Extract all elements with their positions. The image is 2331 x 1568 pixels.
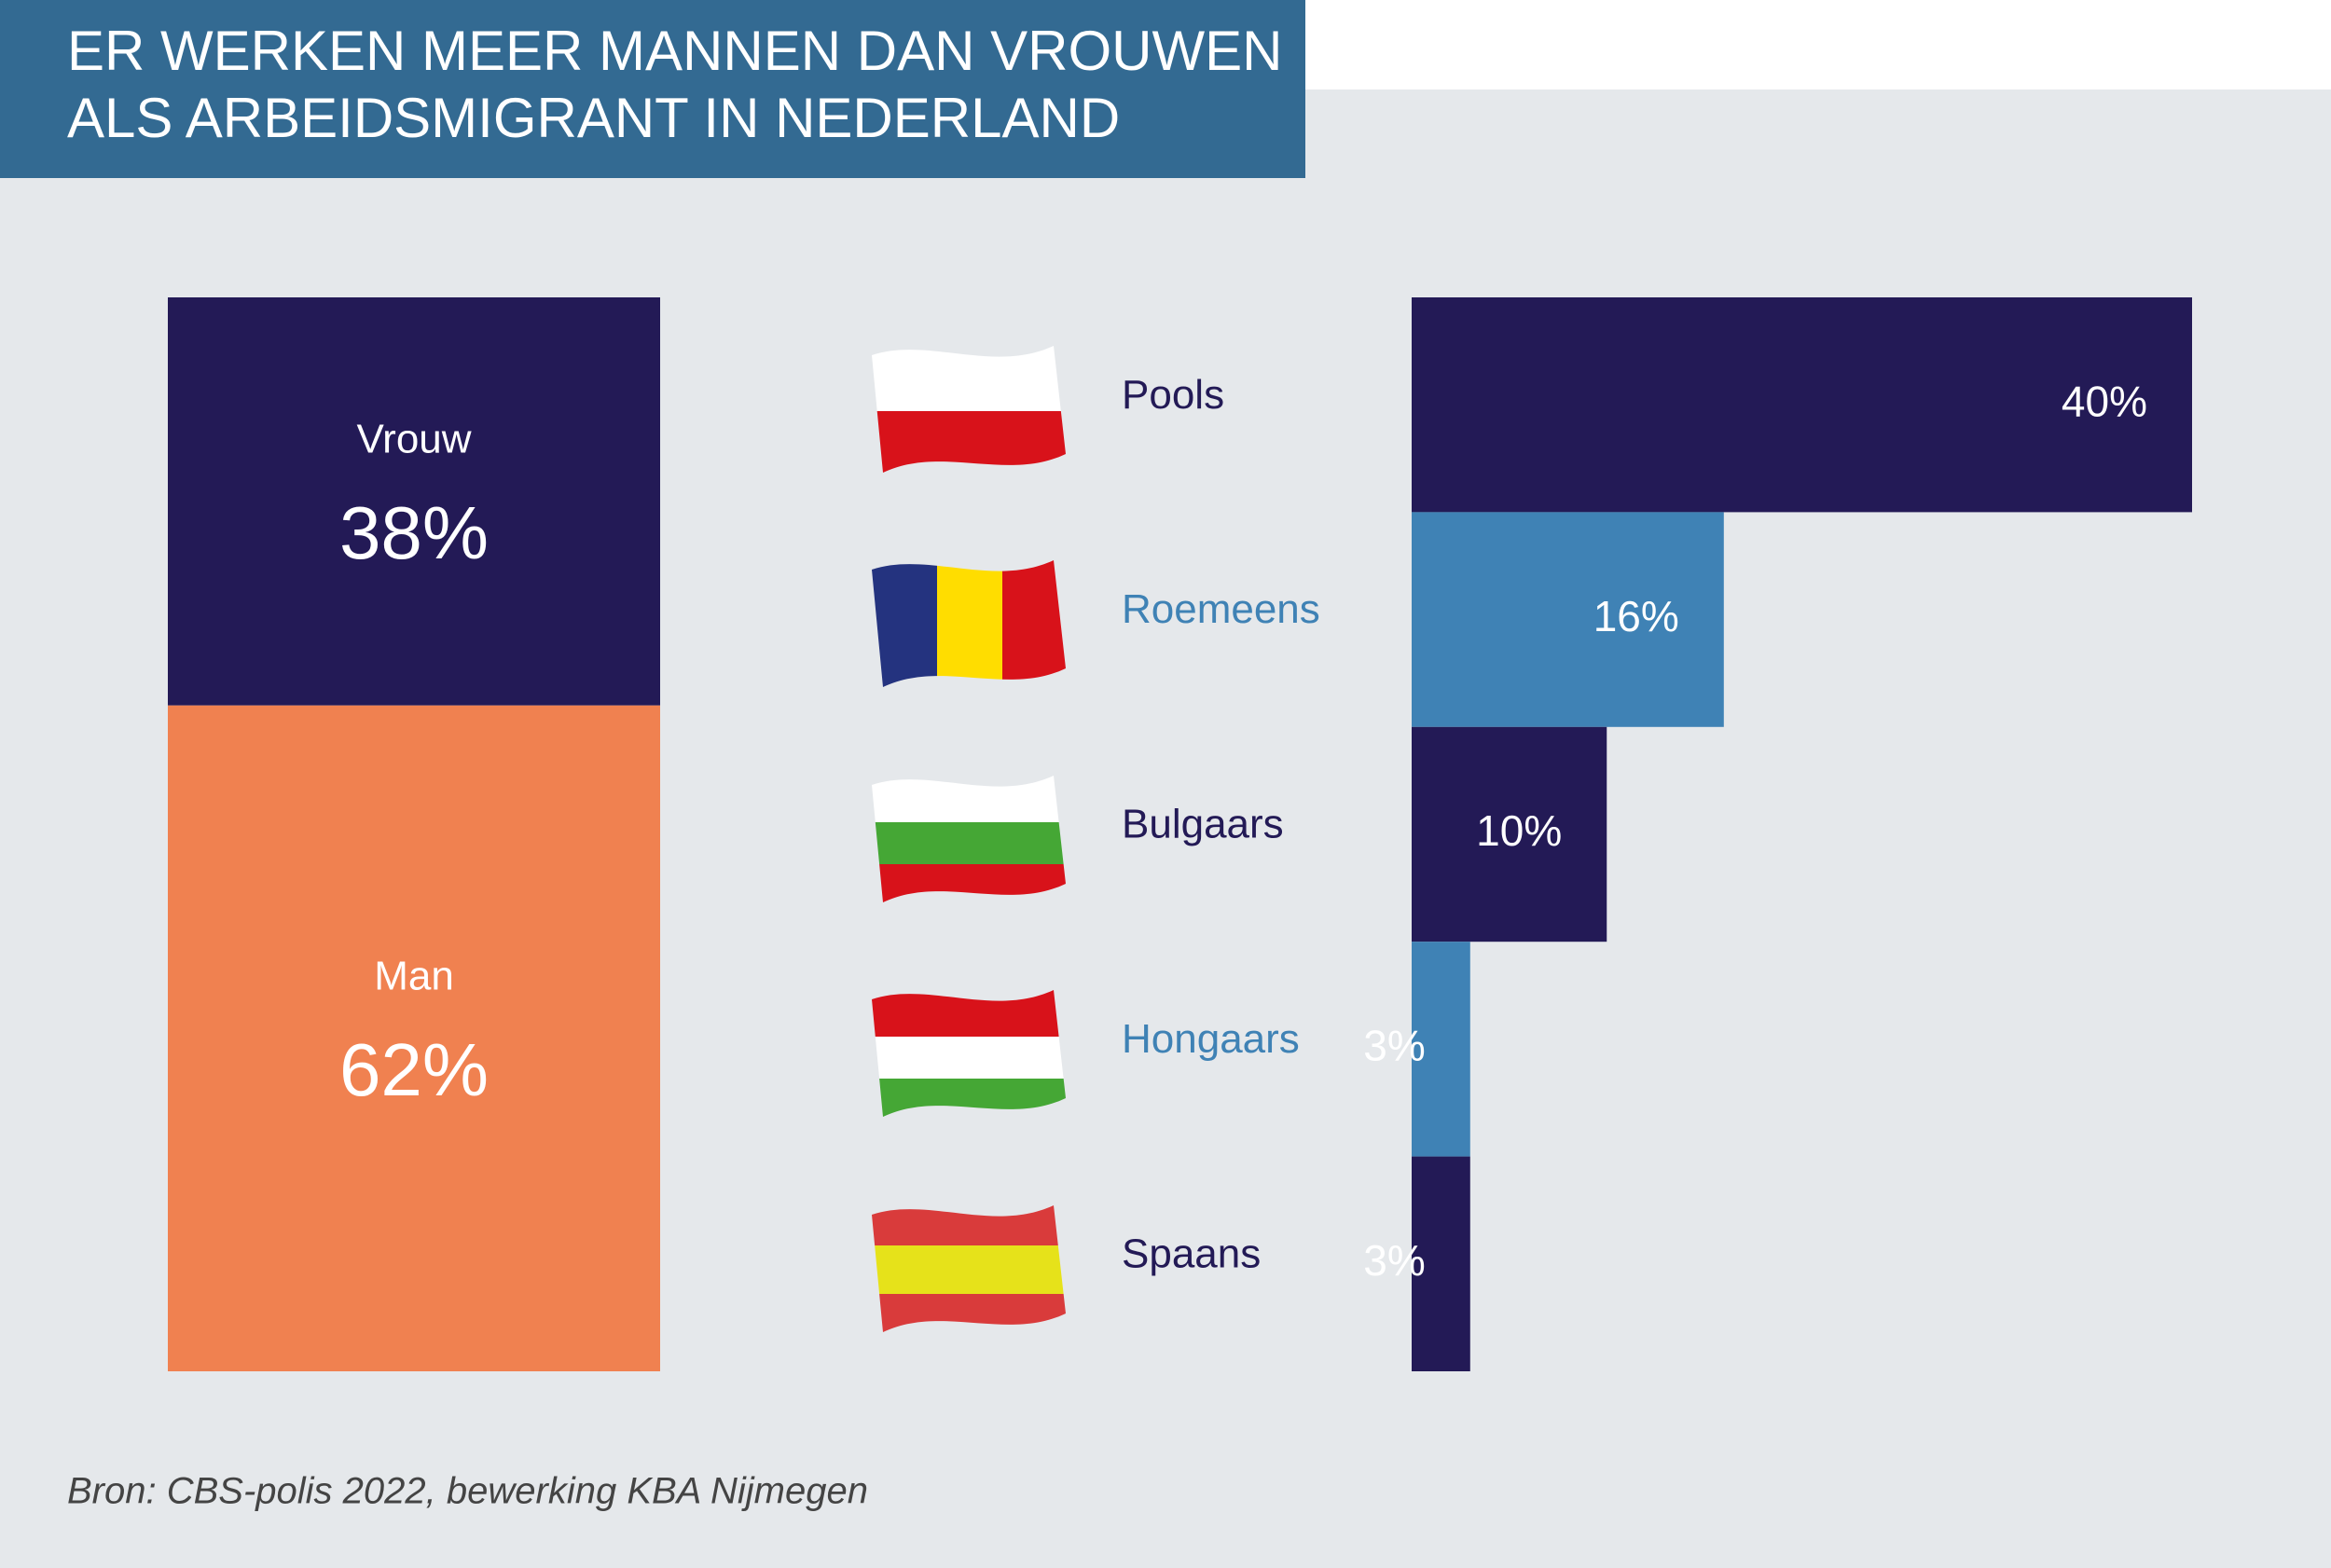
segment-value: 62% xyxy=(339,1028,489,1111)
top-strip xyxy=(1305,0,2331,89)
category-label: Roemeens xyxy=(1122,586,1320,632)
bar-value-label: 16% xyxy=(1593,592,1679,640)
category-label: Spaans xyxy=(1122,1231,1261,1276)
category-label: Hongaars xyxy=(1122,1016,1300,1062)
bar xyxy=(1412,942,1470,1157)
title-line: ALS ARBEIDSMIGRANT IN NEDERLAND xyxy=(67,87,1120,149)
bar xyxy=(1412,297,2192,513)
segment-value: 38% xyxy=(339,491,489,574)
bar xyxy=(1412,726,1607,942)
bar-value-label: 3% xyxy=(1363,1236,1425,1285)
stack-segment xyxy=(168,705,660,1371)
bar-value-label: 10% xyxy=(1476,806,1562,855)
bar xyxy=(1412,1156,1470,1371)
title-box xyxy=(0,0,1305,178)
source: Bron: CBS-polis 2022, bewerking KBA Nijm… xyxy=(67,1471,868,1512)
flag-bg xyxy=(872,776,1066,902)
category-label: Bulgaars xyxy=(1122,802,1284,847)
segment-name: Vrouw xyxy=(356,417,471,462)
title-line: ER WERKEN MEER MANNEN DAN VROUWEN xyxy=(67,20,1282,82)
bar-value-label: 40% xyxy=(2062,377,2147,425)
bar xyxy=(1412,512,1724,727)
flag-ro xyxy=(872,560,1066,687)
segment-name: Man xyxy=(374,954,454,999)
flag-pl xyxy=(872,346,1066,473)
stack-segment xyxy=(168,297,660,706)
category-label: Pools xyxy=(1122,372,1224,418)
bar-value-label: 3% xyxy=(1363,1022,1425,1070)
